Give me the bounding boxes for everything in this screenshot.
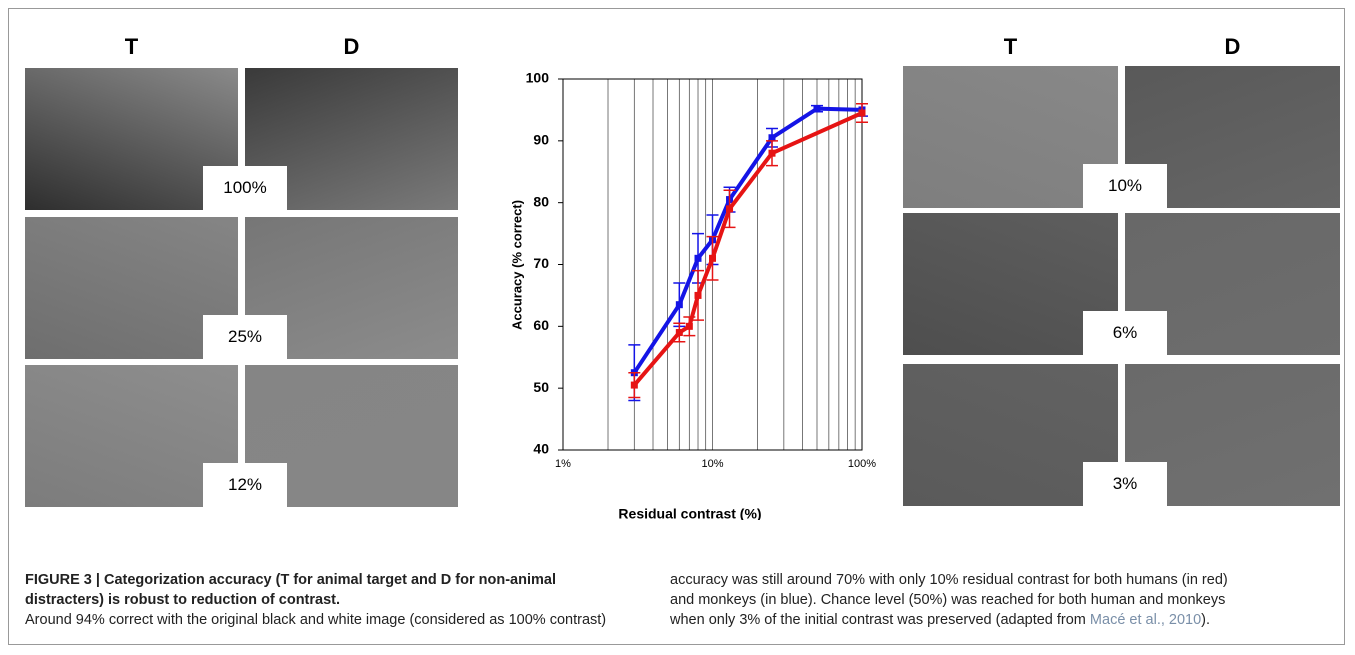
series-line (632, 111, 863, 387)
contrast-label: 25% (203, 315, 287, 359)
contrast-label: 6% (1083, 311, 1167, 355)
plot-frame (562, 78, 863, 451)
stimulus-image (25, 217, 238, 359)
column-header: T (124, 34, 139, 59)
data-point (675, 301, 683, 309)
contrast-label: 3% (1083, 462, 1167, 506)
x-tick-label: 1% (555, 458, 571, 470)
data-point (768, 149, 776, 157)
contrast-label: 10% (1083, 164, 1167, 208)
column-header: T (1003, 34, 1018, 59)
column-header: D (1224, 34, 1241, 59)
caption-end: ). (1201, 612, 1211, 628)
stimulus-image (903, 364, 1118, 506)
y-axis-label: Accuracy (% correct) (509, 200, 524, 330)
series-line (632, 106, 863, 374)
y-tick-label: 60 (533, 317, 549, 333)
y-tick-label: 40 (533, 441, 549, 457)
data-point (630, 381, 638, 389)
stimulus-image (25, 365, 238, 507)
stimulus-image (903, 66, 1118, 208)
caption-text: Around 94% correct with the original bla… (25, 572, 1228, 628)
data-point (694, 291, 702, 299)
contrast-label: 100% (203, 166, 287, 210)
column-header: D (343, 34, 360, 59)
data-point (685, 322, 693, 330)
chart: Residual contrast (%) Accuracy (% correc… (509, 70, 876, 520)
x-tick-label: 100% (848, 458, 876, 470)
data-point (768, 134, 776, 142)
y-tick-label: 100 (526, 70, 550, 86)
data-point (694, 254, 702, 262)
stimulus-image (903, 213, 1118, 355)
x-axis-label: Residual contrast (%) (618, 506, 761, 520)
data-point (675, 329, 683, 337)
x-tick-label: 10% (701, 458, 723, 470)
data-point (813, 105, 821, 113)
y-tick-label: 50 (533, 379, 549, 395)
contrast-label: 12% (203, 463, 287, 507)
y-tick-label: 90 (533, 132, 549, 148)
y-tick-label: 80 (533, 193, 549, 209)
y-tick-label: 70 (533, 255, 549, 271)
data-point (709, 254, 716, 262)
caption: FIGURE 3 | Categorization accuracy (T fo… (25, 570, 1255, 630)
data-point (726, 205, 734, 213)
caption-title: FIGURE 3 | Categorization accuracy (T fo… (25, 572, 556, 608)
data-point (858, 109, 866, 117)
citation-link[interactable]: Macé et al., 2010 (1089, 612, 1202, 628)
frame (8, 8, 1345, 645)
stimulus-image (25, 68, 238, 210)
